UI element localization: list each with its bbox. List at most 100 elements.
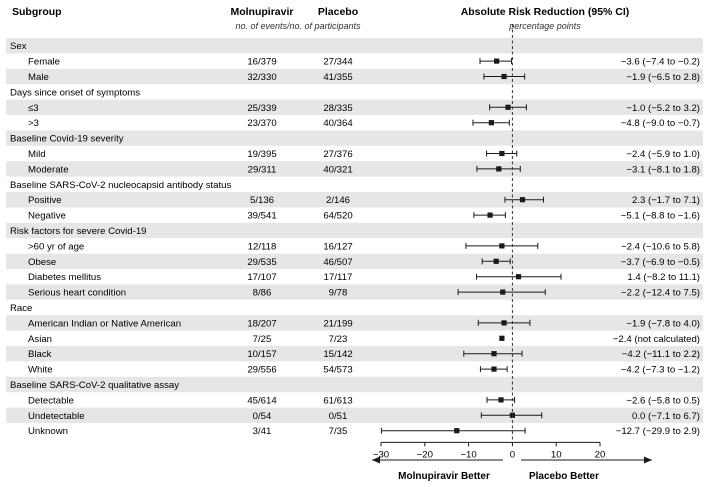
subgroup-category-label: Days since onset of symptoms (10, 87, 140, 98)
molnupiravir-events: 10/157 (247, 349, 276, 360)
point-estimate (491, 351, 497, 357)
subgroup-row-label: Male (28, 72, 49, 83)
placebo-events: 27/376 (323, 149, 352, 160)
subgroup-row-label: Mild (28, 149, 46, 160)
x-tick-label: 0 (510, 449, 515, 460)
risk-reduction-value: −5.1 (−8.8 to −1.6) (621, 211, 700, 222)
forest-marks (380, 24, 562, 443)
risk-reduction-value: −2.4 (−5.9 to 1.0) (626, 149, 700, 160)
placebo-events: 9/78 (329, 288, 348, 299)
risk-reduction-value: −12.7 (−29.9 to 2.9) (616, 426, 700, 437)
placebo-events: 7/23 (329, 334, 348, 345)
x-tick-label: 20 (595, 449, 606, 460)
risk-reduction-value: −1.9 (−6.5 to 2.8) (626, 72, 700, 83)
placebo-events: 21/199 (323, 318, 352, 329)
point-estimate (498, 397, 504, 403)
risk-reduction-value: −1.0 (−5.2 to 3.2) (626, 103, 700, 114)
subgroup-row-label: Detectable (28, 395, 74, 406)
row-stripe (6, 161, 703, 177)
subgroup-row-label: White (28, 365, 53, 376)
risk-reduction-value: −2.4 (−10.6 to 5.8) (621, 241, 700, 252)
subgroup-row-label: Moderate (28, 164, 69, 175)
molnupiravir-events: 32/330 (247, 72, 276, 83)
molnupiravir-events: 29/311 (248, 164, 277, 175)
subgroup-row-label: ≤3 (28, 103, 39, 114)
row-stripe (6, 315, 703, 331)
row-stripe (6, 376, 703, 393)
placebo-events: 17/117 (324, 272, 353, 283)
x-tick-label: −30 (373, 449, 389, 460)
risk-reduction-value: 0.0 (−7.1 to 6.7) (632, 411, 700, 422)
x-tick-label: 10 (551, 449, 562, 460)
row-stripe (6, 99, 703, 115)
x-axis: −30 −20 −10 0 10 20 (373, 441, 606, 460)
right-arrow-head (644, 456, 652, 464)
subgroup-row-label: Asian (28, 334, 52, 345)
molnupiravir-better-label: Molnupiravir Better (398, 471, 490, 482)
risk-reduction-value: −4.2 (−11.1 to 2.2) (622, 349, 700, 360)
point-estimate (499, 243, 505, 249)
molnupiravir-events: 8/86 (253, 288, 272, 299)
x-tick-label: −10 (460, 449, 476, 460)
row-stripe (6, 407, 703, 423)
molnupiravir-events: 7/25 (253, 334, 272, 345)
subgroup-row-label: Undetectable (28, 411, 85, 422)
risk-reduction-value: −3.1 (−8.1 to 1.8) (626, 164, 700, 175)
row-stripe (6, 253, 703, 269)
point-estimate (505, 104, 511, 110)
subgroup-row-label: Obese (28, 257, 56, 268)
subgroup-row-label: Diabetes mellitus (28, 272, 101, 283)
point-estimate (519, 197, 526, 203)
point-estimate (501, 320, 507, 326)
placebo-events: 7/35 (329, 426, 348, 437)
direction-labels: Molnupiravir Better Placebo Better (372, 456, 652, 482)
subgroup-row-label: >60 yr of age (28, 241, 84, 252)
molnupiravir-events: 17/107 (247, 272, 276, 283)
chart-subtitle: percentage points (508, 21, 581, 31)
molnupiravir-events: 39/541 (247, 211, 276, 222)
subgroup-category-label: Baseline SARS-CoV-2 nucleocapsid antibod… (10, 180, 232, 191)
placebo-events: 15/142 (323, 349, 352, 360)
molnupiravir-header: Molnupiravir (230, 6, 293, 18)
row-stripe (6, 192, 703, 208)
risk-reduction-value: −1.9 (−7.8 to 4.0) (626, 318, 700, 329)
placebo-events: 54/573 (323, 365, 352, 376)
subgroup-header: Subgroup (12, 6, 62, 18)
molnupiravir-events: 25/339 (247, 103, 276, 114)
subgroup-category-label: Risk factors for severe Covid-19 (10, 226, 147, 237)
row-stripes (6, 38, 703, 423)
point-estimate (499, 150, 505, 157)
risk-reduction-value: 1.4 (−8.2 to 11.1) (627, 272, 700, 283)
placebo-events: 40/364 (323, 118, 353, 129)
risk-reduction-value: −4.2 (−7.3 to −1.2) (621, 365, 700, 376)
x-tick-label: −20 (417, 449, 433, 460)
point-estimate (487, 212, 493, 218)
molnupiravir-events: 18/207 (247, 318, 276, 329)
placebo-events: 28/335 (323, 103, 352, 114)
subgroup-row-label: >3 (28, 118, 39, 129)
left-arrow-head (372, 456, 380, 464)
placebo-events: 41/355 (323, 72, 352, 83)
subgroup-row-label: Serious heart condition (28, 288, 126, 299)
row-stripe (6, 38, 703, 54)
molnupiravir-events: 23/370 (247, 118, 276, 129)
molnupiravir-events: 3/41 (253, 426, 272, 437)
point-estimate (491, 366, 497, 372)
placebo-header: Placebo (318, 6, 358, 18)
placebo-events: 2/146 (326, 195, 350, 206)
subgroup-category-label: Sex (10, 41, 27, 52)
molnupiravir-events: 5/136 (250, 195, 274, 206)
risk-reduction-value: 2.3 (−1.7 to 7.1) (632, 195, 700, 206)
chart-title: Absolute Risk Reduction (95% CI) (461, 6, 630, 18)
molnupiravir-events: 29/556 (247, 365, 276, 376)
events-note: no. of events/no. of participants (235, 21, 361, 31)
molnupiravir-events: 19/395 (247, 149, 276, 160)
risk-reduction-value: −2.6 (−5.8 to 0.5) (626, 395, 700, 406)
placebo-better-label: Placebo Better (529, 471, 599, 482)
subgroup-row-label: American Indian or Native American (28, 318, 181, 329)
subgroup-row-label: Black (28, 349, 52, 360)
placebo-events: 27/344 (323, 57, 353, 68)
placebo-events: 64/520 (323, 211, 352, 222)
